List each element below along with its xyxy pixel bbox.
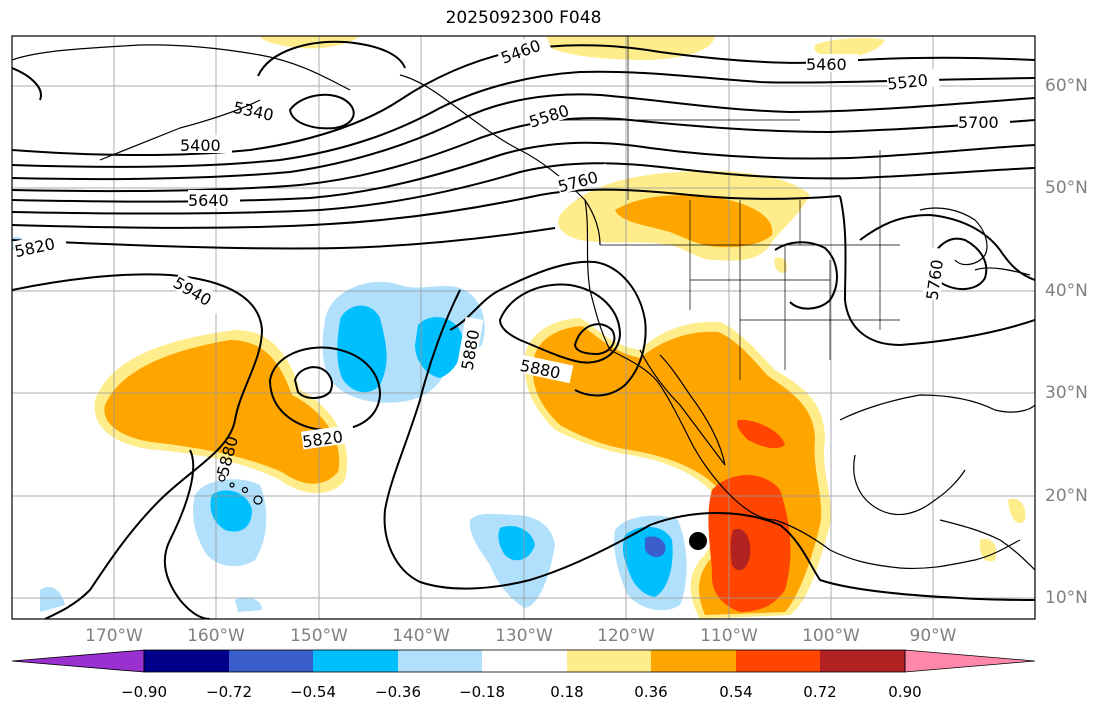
negative-anomaly-fill xyxy=(12,236,687,612)
lon-label: 170°W xyxy=(85,626,143,646)
colorbar-tick: 0.36 xyxy=(634,683,668,701)
state-borders xyxy=(550,36,900,380)
colorbar-tick: −0.90 xyxy=(121,683,167,701)
graticule xyxy=(12,36,1035,619)
lon-label: 100°W xyxy=(802,626,860,646)
colorbar-tick: 0.18 xyxy=(550,683,584,701)
map-frame xyxy=(11,35,1036,620)
colorbar-tick: −0.18 xyxy=(459,683,505,701)
lon-label: 90°W xyxy=(909,626,957,646)
colorbar-bin xyxy=(651,650,736,672)
colorbar-tick: 0.54 xyxy=(719,683,753,701)
colorbar-bin xyxy=(736,650,820,672)
colorbar-bin xyxy=(229,650,313,672)
colorbar-extend-high xyxy=(904,649,1036,673)
colorbar-extend-low xyxy=(11,649,145,673)
lon-label: 110°W xyxy=(700,626,758,646)
colorbar-tick: −0.54 xyxy=(290,683,336,701)
lon-label: 150°W xyxy=(290,626,348,646)
colorbar-bin xyxy=(398,650,482,672)
colorbar-tick: −0.72 xyxy=(206,683,252,701)
colorbar-bin xyxy=(482,650,567,672)
colorbar-tick: 0.72 xyxy=(803,683,837,701)
contour-label: 5400 xyxy=(180,136,221,155)
colorbar-bin xyxy=(313,650,398,672)
lat-label: 50°N xyxy=(1045,178,1088,198)
contour-label: 5700 xyxy=(958,113,999,132)
lon-label: 160°W xyxy=(187,626,245,646)
storm-center-marker xyxy=(689,532,707,550)
colorbar-tick: −0.36 xyxy=(375,683,421,701)
contour-label: 5640 xyxy=(188,191,229,210)
lat-label: 60°N xyxy=(1045,76,1088,96)
colorbar xyxy=(11,649,1036,673)
lat-label: 30°N xyxy=(1045,383,1088,403)
lat-label: 20°N xyxy=(1045,486,1088,506)
contour-label: 5520 xyxy=(886,71,928,94)
map-title: 2025092300 F048 xyxy=(445,8,602,28)
lat-label: 40°N xyxy=(1045,281,1088,301)
contour-label: 5460 xyxy=(806,55,847,74)
lon-label: 120°W xyxy=(597,626,655,646)
colorbar-bin xyxy=(820,650,905,672)
contour-labels: 5460 5460 5520 5580 5700 5760 5400 5340 … xyxy=(12,36,1010,478)
colorbar-bin xyxy=(144,650,229,672)
lon-label: 140°W xyxy=(392,626,450,646)
lon-label: 130°W xyxy=(495,626,553,646)
lat-label: 10°N xyxy=(1045,588,1088,608)
colorbar-tick: 0.90 xyxy=(888,683,922,701)
colorbar-bin xyxy=(567,650,651,672)
